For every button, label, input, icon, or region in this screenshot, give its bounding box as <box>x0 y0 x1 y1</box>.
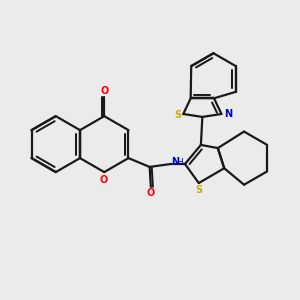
Text: O: O <box>147 188 155 198</box>
Text: H: H <box>176 158 183 167</box>
Text: O: O <box>100 85 108 95</box>
Text: S: S <box>174 110 182 120</box>
Text: N: N <box>171 157 180 167</box>
Text: S: S <box>195 185 202 195</box>
Text: O: O <box>100 175 108 185</box>
Text: N: N <box>224 109 232 119</box>
